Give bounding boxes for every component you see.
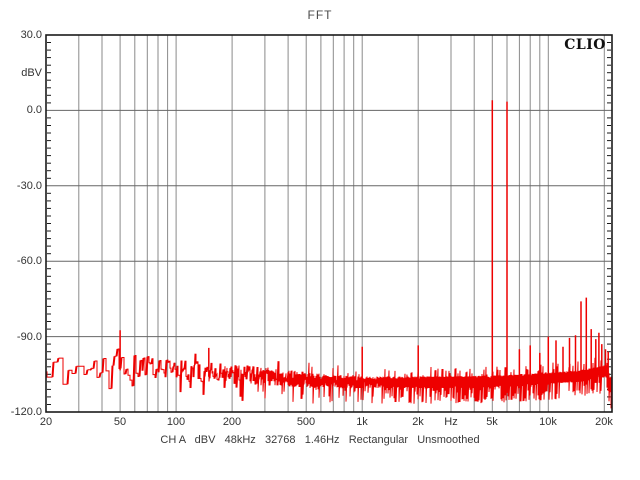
- x-tick-label: 20k: [595, 416, 613, 428]
- x-tick-label: 2k: [412, 416, 424, 428]
- x-tick-label: 100: [166, 416, 186, 428]
- y-tick-label: -120.0: [10, 406, 42, 418]
- y-axis-unit-label: dBV: [21, 67, 42, 79]
- y-tick-label: -60.0: [16, 255, 42, 267]
- clio-logo: CLIO: [564, 37, 606, 53]
- status-bar: CH A dBV 48kHz 32768 1.46Hz Rectangular …: [160, 434, 480, 446]
- x-tick-label: 50: [113, 416, 127, 428]
- y-tick-label: -30.0: [16, 180, 42, 192]
- x-tick-label: 10k: [539, 416, 557, 428]
- fft-peaks: [119, 100, 609, 387]
- plot-border: [45, 34, 613, 413]
- y-tick-label: -90.0: [16, 331, 42, 343]
- x-axis-unit-label: Hz: [444, 416, 458, 428]
- x-tick-label: 20: [39, 416, 53, 428]
- x-tick-label: 1k: [356, 416, 368, 428]
- x-tick-label: 200: [222, 416, 242, 428]
- fft-noise-trace: [46, 348, 612, 409]
- x-tick-label: 5k: [486, 416, 498, 428]
- x-tick-label: 500: [296, 416, 316, 428]
- chart-title: FFT: [307, 8, 333, 22]
- y-tick-label: 0.0: [26, 104, 42, 116]
- y-tick-label: 30.0: [20, 29, 42, 41]
